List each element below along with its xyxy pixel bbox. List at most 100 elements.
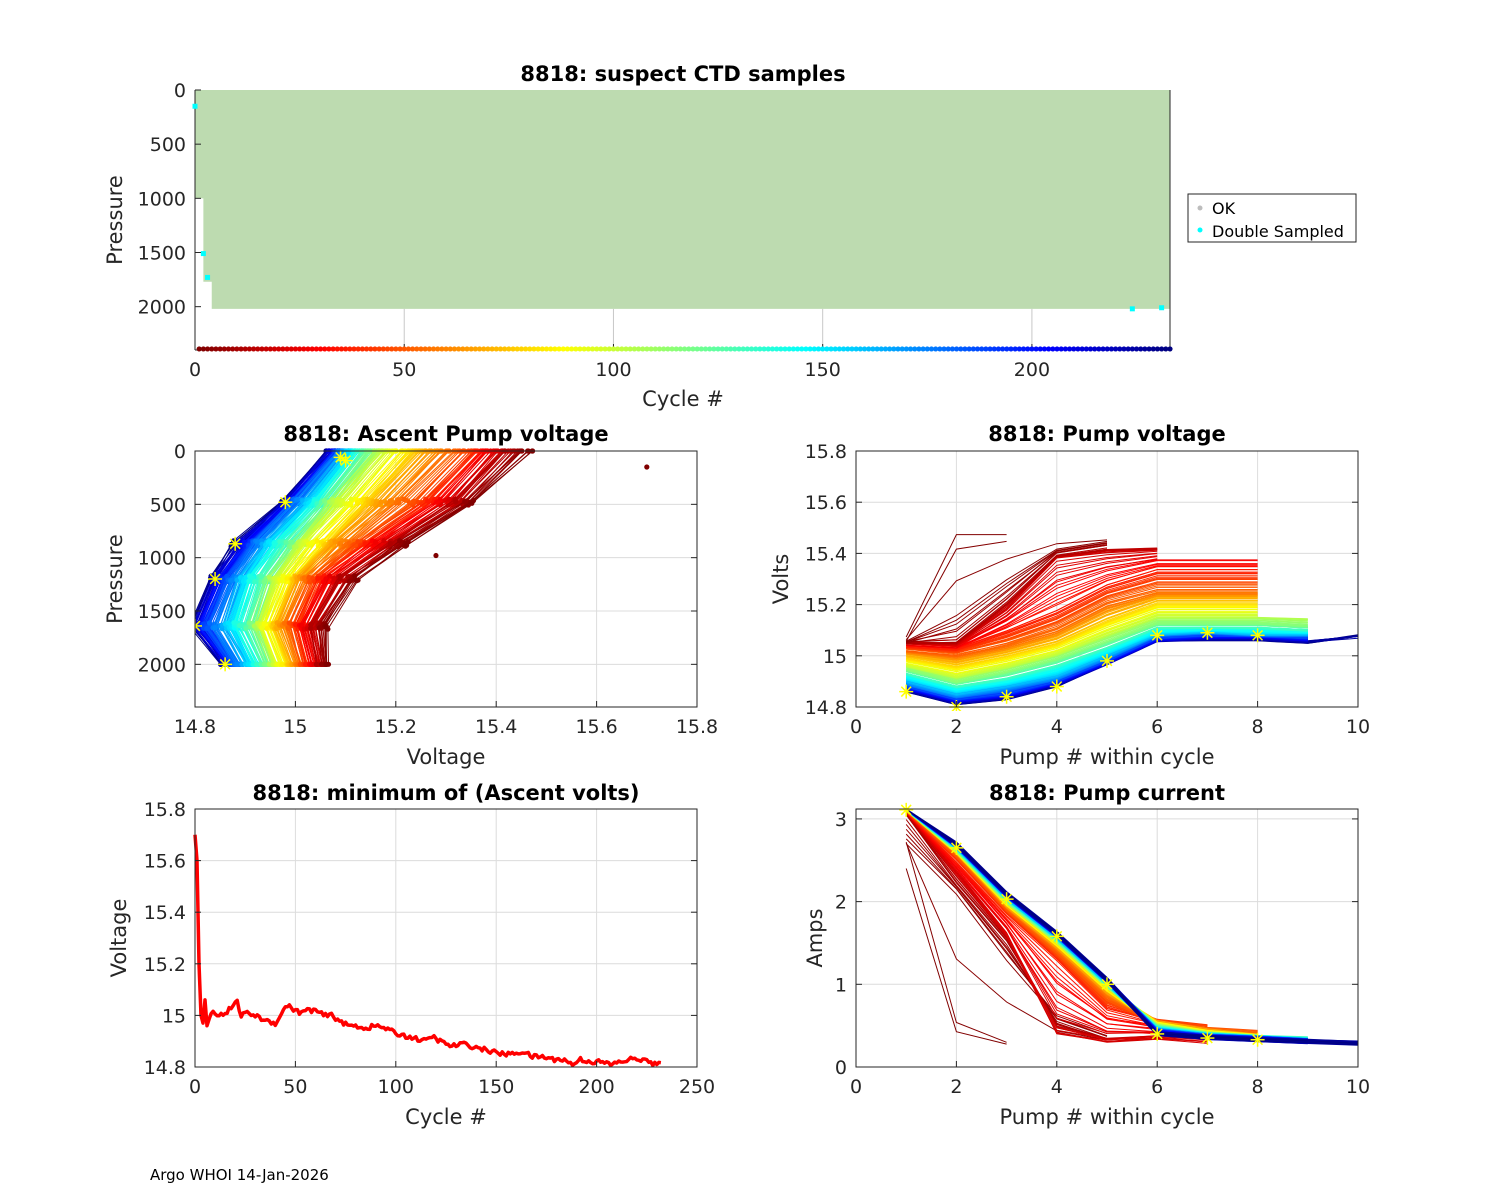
cycle-color-dot: [552, 346, 558, 352]
outlier-point: [433, 552, 439, 559]
cycle-color-dot: [426, 346, 432, 352]
cycle-color-dot: [347, 346, 353, 352]
cycle-color-dot: [1083, 346, 1089, 352]
last-cycle-star: [899, 684, 914, 699]
x-tick-label: 0: [189, 1076, 201, 1098]
pump-current-line: [905, 808, 1359, 1045]
cycle-color-dot: [652, 346, 658, 352]
x-tick-label: 100: [595, 359, 631, 381]
cycle-color-dot: [811, 346, 817, 352]
cycle-color-dot: [246, 346, 252, 352]
cycle-color-dot: [506, 346, 512, 352]
cycle-color-dot: [414, 346, 420, 352]
ascent-profile-line: [324, 450, 529, 665]
y-tick-label: 1500: [138, 243, 186, 265]
cycle-color-dot: [493, 346, 499, 352]
ascent-profile-point: [373, 539, 379, 546]
cycle-color-dot: [665, 346, 671, 352]
y-axis-label: Pressure: [103, 175, 127, 265]
cycle-color-dot: [250, 346, 257, 352]
ascent-profile-point: [352, 573, 358, 579]
y-tick-label: 1000: [138, 188, 186, 210]
x-tick-label: 8: [1252, 1076, 1264, 1098]
ascent-profile-line: [234, 450, 355, 665]
cycle-color-dot: [435, 346, 441, 352]
x-tick-label: 200: [578, 1076, 614, 1098]
cycle-color-dot: [769, 346, 776, 352]
cycle-color-dot: [853, 346, 859, 352]
pump-voltage-line: [906, 614, 1258, 677]
pump-voltage-line: [906, 542, 1108, 643]
star-stroke: [1051, 681, 1063, 692]
cycle-color-dot: [807, 346, 813, 352]
ascent-profile-point: [283, 539, 289, 545]
ascent-profile-point: [378, 499, 384, 505]
cycle-color-dot: [790, 346, 796, 352]
pump-voltage-line: [905, 540, 1108, 642]
double-sampled-point: [205, 274, 211, 280]
cycle-color-dot: [489, 346, 495, 352]
star-stroke: [900, 804, 912, 816]
ascent-profile-line: [288, 450, 461, 665]
cycle-color-dot: [744, 346, 750, 352]
pump-voltage-line: [906, 620, 1308, 681]
cycle-color-dot: [535, 346, 541, 352]
cycle-color-dot: [527, 346, 533, 352]
series: [899, 802, 1359, 1047]
cycle-color-dot: [928, 346, 935, 352]
ascent-profile-point: [323, 661, 329, 667]
x-tick-label: 8: [1252, 716, 1264, 738]
cycle-color-dot: [384, 346, 391, 352]
ascent-profile-point: [337, 575, 343, 581]
cycle-color-dot: [740, 346, 746, 352]
ascent-profile-point: [331, 575, 337, 581]
chart-title: 8818: suspect CTD samples: [520, 62, 845, 86]
x-tick-label: 0: [850, 716, 862, 738]
cycle-color-dot: [995, 346, 1002, 352]
cycle-color-dot: [297, 346, 303, 352]
cycle-color-dot: [1000, 346, 1006, 352]
cycle-color-dot: [569, 346, 575, 352]
x-axis-label: Voltage: [407, 745, 486, 769]
pump-voltage-line: [906, 621, 1308, 682]
ascent-profile-line: [294, 450, 477, 665]
pump-voltage-line: [905, 534, 1007, 638]
star-stroke: [1101, 655, 1113, 667]
ascent-profile-point: [298, 622, 304, 629]
pump-voltage-line: [906, 598, 1258, 664]
cycle-color-dot: [1054, 346, 1060, 352]
cycle-color-dot: [1025, 346, 1031, 352]
cycle-color-dot: [543, 346, 550, 352]
cycle-color-dot: [393, 346, 399, 352]
cycle-color-dot: [313, 346, 319, 352]
y-tick-label: 15: [823, 646, 847, 668]
cycle-color-dot: [447, 346, 453, 352]
cycle-color-dot: [363, 346, 370, 352]
y-axis-label: Amps: [803, 908, 827, 967]
cycle-color-dot: [502, 346, 508, 352]
x-tick-label: 150: [478, 1076, 514, 1098]
cycle-color-dot: [866, 346, 872, 352]
cycle-color-dot: [619, 346, 625, 352]
y-tick-label: 0: [835, 1057, 847, 1079]
ascent-profile-point: [446, 496, 452, 502]
pump-current-line: [905, 842, 1108, 1041]
ascent-profile-line: [261, 450, 390, 665]
pump-voltage-line: [906, 603, 1258, 668]
cycle-color-dot: [221, 346, 227, 352]
cycle-color-dot: [782, 346, 788, 352]
star-stroke: [195, 620, 201, 627]
y-tick-label: 15.8: [144, 799, 186, 821]
x-tick-label: 200: [1014, 359, 1050, 381]
ascent-profile-point: [316, 625, 322, 631]
cycle-color-dot: [1138, 346, 1144, 352]
pump-voltage-line: [906, 616, 1258, 679]
pump-current-line: [905, 841, 1007, 1043]
cycle-color-dot: [468, 346, 474, 352]
ascent-profile-point: [437, 496, 443, 502]
plot-area: 0 2 4 6 8 10 0 1 2 3: [835, 802, 1370, 1098]
cycle-color-dot: [635, 346, 642, 352]
ascent-profile-point: [327, 573, 333, 579]
cycle-color-dot: [1142, 346, 1148, 352]
